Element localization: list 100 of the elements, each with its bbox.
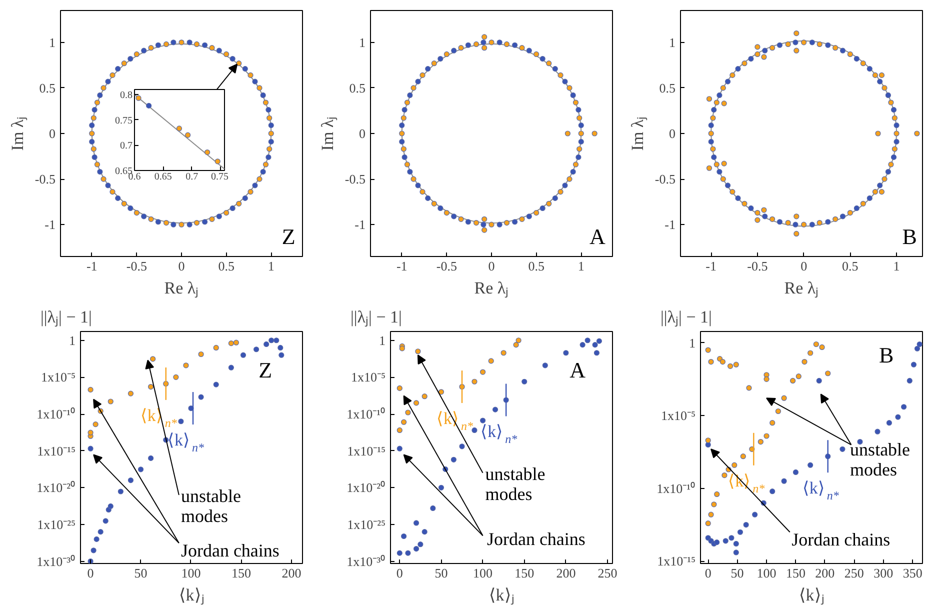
point <box>94 162 100 168</box>
x-tick-label: 250 <box>598 566 618 580</box>
point <box>266 107 272 113</box>
point <box>877 78 883 84</box>
point <box>875 130 881 136</box>
point <box>405 410 411 416</box>
y-tick-label: 1x10⁻²⁵ <box>347 516 386 532</box>
point <box>410 85 416 91</box>
point <box>228 364 234 370</box>
point <box>733 540 739 547</box>
point <box>526 214 532 220</box>
point <box>764 376 770 382</box>
x-tick-label: 0 <box>800 258 808 274</box>
y-tick-label: 1x10⁻¹⁵ <box>657 554 696 569</box>
point <box>785 220 791 226</box>
point <box>401 533 407 540</box>
point <box>404 162 410 168</box>
point <box>914 346 920 352</box>
x-tick-label: -0.5 <box>436 258 457 274</box>
point <box>720 358 726 365</box>
point <box>209 45 215 51</box>
point <box>236 200 242 206</box>
point <box>415 182 421 188</box>
point <box>105 78 111 84</box>
point <box>592 130 598 136</box>
y-tick-label: 0.7 <box>120 140 132 152</box>
point <box>721 160 727 166</box>
point <box>886 420 892 426</box>
point <box>708 130 714 136</box>
x-tick-label: 0.5 <box>842 258 858 274</box>
point <box>882 85 888 91</box>
point <box>150 356 156 362</box>
point <box>914 130 920 136</box>
point <box>136 95 142 101</box>
y-tick-label: -1 <box>664 217 676 232</box>
point <box>278 344 284 351</box>
x-tick-label: -1 <box>706 258 717 274</box>
point <box>860 60 866 66</box>
point <box>781 395 787 401</box>
point <box>584 338 590 344</box>
point <box>148 216 154 222</box>
point <box>102 518 108 524</box>
point <box>413 400 420 406</box>
point <box>714 100 720 106</box>
point <box>138 466 144 472</box>
point <box>714 491 720 498</box>
point <box>480 222 486 228</box>
point <box>252 78 258 84</box>
point <box>758 438 764 445</box>
point <box>854 205 860 212</box>
point <box>100 176 106 182</box>
x-tick-label: -1 <box>396 258 408 274</box>
point <box>248 72 254 78</box>
y-tick-label: 1x10⁻⁵ <box>660 408 696 424</box>
y-tick-label: -1 <box>354 217 366 232</box>
point <box>705 347 711 353</box>
point <box>906 378 912 384</box>
point <box>92 154 98 160</box>
point <box>128 390 134 396</box>
point <box>146 102 152 108</box>
point <box>540 205 546 212</box>
point <box>121 200 127 206</box>
point <box>224 210 230 216</box>
annotation: Jordan chains <box>792 530 890 550</box>
point <box>407 92 413 98</box>
point <box>809 222 815 228</box>
point <box>90 146 96 152</box>
point <box>534 210 540 216</box>
point <box>794 48 800 54</box>
point <box>186 40 192 46</box>
point <box>413 546 420 552</box>
point <box>405 550 411 556</box>
point <box>710 115 716 121</box>
point <box>711 154 717 160</box>
point <box>781 478 787 484</box>
point <box>396 446 402 452</box>
y-axis-title: Im λⱼ <box>8 116 28 151</box>
point <box>563 350 569 356</box>
point <box>438 484 444 490</box>
point <box>418 542 424 548</box>
point <box>706 165 712 171</box>
point <box>264 341 270 348</box>
point <box>916 341 922 348</box>
point <box>413 520 420 526</box>
point <box>399 346 405 352</box>
point <box>134 210 140 216</box>
point <box>860 200 866 206</box>
point <box>94 536 100 542</box>
point <box>399 122 405 128</box>
point <box>230 205 236 212</box>
point <box>430 505 436 512</box>
point <box>708 512 714 518</box>
point <box>459 444 465 450</box>
point <box>770 488 776 494</box>
point <box>572 162 579 168</box>
point <box>874 428 880 434</box>
point <box>415 78 421 84</box>
point <box>775 408 781 414</box>
point <box>727 363 734 369</box>
point <box>444 210 450 216</box>
